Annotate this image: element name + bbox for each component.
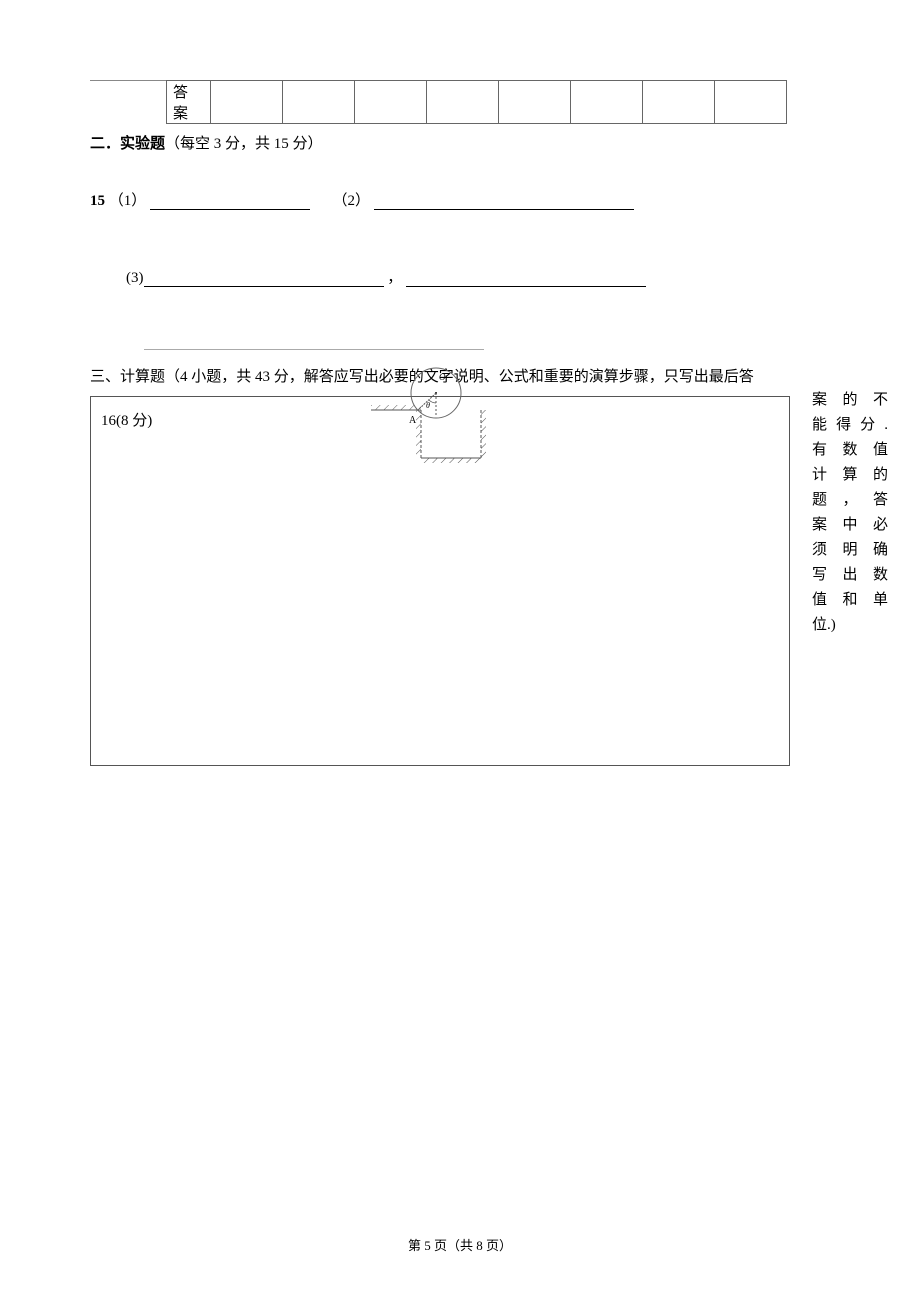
section3-right-col: 案 的 不 能 得 分 . 有 数 值 计 算 的 题 ， 答 案 中 必 须 … [812,388,888,638]
blank-line [150,196,310,210]
blank-line [144,336,484,350]
q15-p2: （2） [333,193,371,209]
page-footer: 第 5 页（共 8 页） [0,1235,920,1254]
section2-title: 二．实验题（每空 3 分，共 15 分） [90,132,872,153]
q15-num: 15 [90,193,105,209]
q15-line2: (3) ， [126,266,872,287]
section3-right-line: 题 ， 答 [812,488,888,513]
diagram-label-o: O [439,372,446,382]
section2-name: 实验题 [120,136,165,152]
section3-right-line: 计 算 的 [812,463,888,488]
answer-cell [715,81,787,124]
table-row: 答案 [167,81,787,124]
blank-line [144,273,384,287]
q15-line3 [144,335,872,350]
answer-cell [427,81,499,124]
physics-diagram: O θ A [371,363,491,483]
section3-right-line: 位.) [812,613,888,638]
section3-right-line: 案 的 不 [812,388,888,413]
answer-cell [499,81,571,124]
section3-wrap: 三、计算题（4 小题，共 43 分，解答应写出必要的文字说明、公式和重要的演算步… [90,366,872,766]
diagram-label-a: A [409,415,417,426]
blank-line [406,273,646,287]
section3-right-line: 有 数 值 [812,438,888,463]
section3-right-line: 值 和 单 [812,588,888,613]
answer-cell [283,81,355,124]
section3-right-line: 案 中 必 [812,513,888,538]
section3-prefix: 三、 [90,369,120,385]
answer-cell [211,81,283,124]
answer-table: 答案 [166,80,787,124]
blank-line [374,196,634,210]
section3-right-line: 须 明 确 [812,538,888,563]
section3-right-line: 写 出 数 [812,563,888,588]
q15-comma: ， [387,270,402,286]
answer-cell [643,81,715,124]
section2-desc: （每空 3 分，共 15 分） [165,136,323,152]
answer-cell [571,81,643,124]
q15-p1: （1） [109,193,147,209]
section2-prefix: 二． [90,136,120,152]
q15-p3: (3) [126,270,144,286]
section3-name: 计算题 [120,369,165,385]
answer-cell [355,81,427,124]
section3-right-line: 能 得 分 . [812,413,888,438]
diagram-label-theta: θ [426,401,430,410]
q16-answer-box: O θ A 16(8 分) [90,396,790,766]
answer-label-cell: 答案 [167,81,211,124]
q15-line1: 15 （1） （2） [90,189,872,210]
